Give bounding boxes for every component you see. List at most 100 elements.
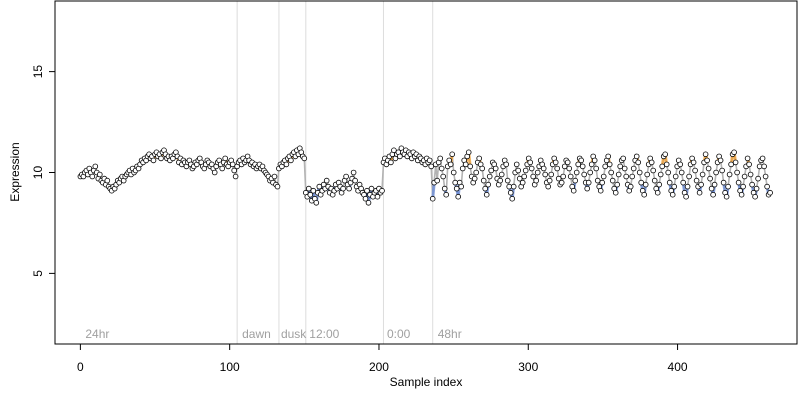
data-point [503, 161, 510, 168]
data-point [485, 181, 492, 188]
data-point [693, 177, 700, 184]
data-point [92, 163, 99, 170]
x-tick-label: 100 [220, 360, 240, 374]
data-point [612, 189, 619, 196]
data-point [274, 183, 281, 190]
data-point [428, 163, 435, 170]
data-point [521, 173, 527, 180]
data-point [581, 171, 587, 178]
data-point [753, 185, 760, 192]
data-point [749, 181, 755, 188]
data-point [767, 189, 773, 196]
data-point [426, 157, 433, 164]
data-point [479, 165, 486, 172]
data-point [690, 159, 697, 166]
data-point [636, 169, 643, 176]
data-point [513, 161, 520, 168]
data-point [498, 171, 505, 178]
data-point [650, 167, 656, 174]
data-point [343, 173, 349, 180]
x-tick-label: 400 [668, 360, 688, 374]
data-point [659, 163, 665, 170]
data-point [579, 163, 586, 170]
data-point [534, 169, 541, 176]
data-point [699, 171, 706, 178]
data-point [621, 165, 628, 172]
data-point [492, 165, 499, 172]
data-point [593, 165, 599, 172]
data-point [725, 183, 731, 190]
data-point [229, 161, 236, 168]
data-point [459, 165, 466, 172]
data-point [516, 175, 523, 182]
data-point [677, 161, 683, 168]
data-point [527, 159, 533, 166]
data-point [585, 179, 592, 186]
data-point [89, 173, 96, 180]
data-point [591, 157, 598, 164]
x-axis-label: Sample index [390, 375, 463, 389]
data-point [340, 185, 346, 192]
data-point [429, 195, 436, 202]
data-point [555, 175, 562, 182]
data-points [77, 145, 773, 206]
data-point [570, 187, 577, 194]
data-point [364, 187, 370, 194]
data-point [391, 147, 397, 154]
data-point [352, 177, 358, 184]
data-point [752, 193, 758, 200]
data-point [510, 183, 517, 190]
segment-annotation: dusk [281, 327, 307, 341]
data-point [633, 153, 640, 160]
data-point [443, 191, 450, 198]
data-point [623, 173, 629, 180]
y-tick-label: 15 [31, 65, 45, 79]
data-point [717, 157, 724, 164]
data-point [471, 175, 478, 182]
data-point [397, 153, 403, 160]
data-point [614, 181, 620, 188]
data-point [627, 183, 634, 190]
data-point [744, 155, 751, 162]
y-axis: 5 10 15 [31, 65, 56, 277]
data-point [635, 159, 641, 166]
data-point [97, 171, 103, 178]
data-point [455, 193, 462, 200]
data-point [554, 165, 560, 172]
y-axis-label: Expression [8, 142, 22, 201]
segment-dividers [236, 1, 434, 344]
data-point [561, 163, 568, 170]
data-point [458, 183, 465, 190]
data-point [231, 167, 238, 174]
data-point [662, 151, 668, 158]
data-point [528, 165, 535, 172]
plot-frame [54, 0, 798, 345]
data-point [560, 173, 566, 180]
data-point [692, 167, 698, 174]
data-point [104, 177, 111, 184]
x-tick-label: 0 [77, 360, 84, 374]
data-point [158, 155, 164, 162]
data-point [440, 173, 447, 180]
data-point [740, 183, 746, 190]
data-point [666, 179, 673, 186]
data-point [504, 177, 511, 184]
data-point [368, 185, 375, 192]
data-point [584, 185, 590, 192]
data-point [540, 165, 547, 172]
data-point [450, 169, 457, 176]
data-point [641, 191, 647, 198]
data-point [447, 161, 454, 168]
data-point [755, 175, 761, 182]
data-point [530, 173, 536, 180]
data-point [620, 155, 626, 162]
data-point [441, 185, 448, 192]
data-point [684, 183, 691, 190]
data-point [599, 179, 605, 186]
data-point [480, 177, 487, 184]
segment-annotation: 48hr [438, 327, 462, 341]
data-point [507, 189, 514, 196]
data-point [564, 159, 571, 166]
data-point [434, 177, 441, 184]
